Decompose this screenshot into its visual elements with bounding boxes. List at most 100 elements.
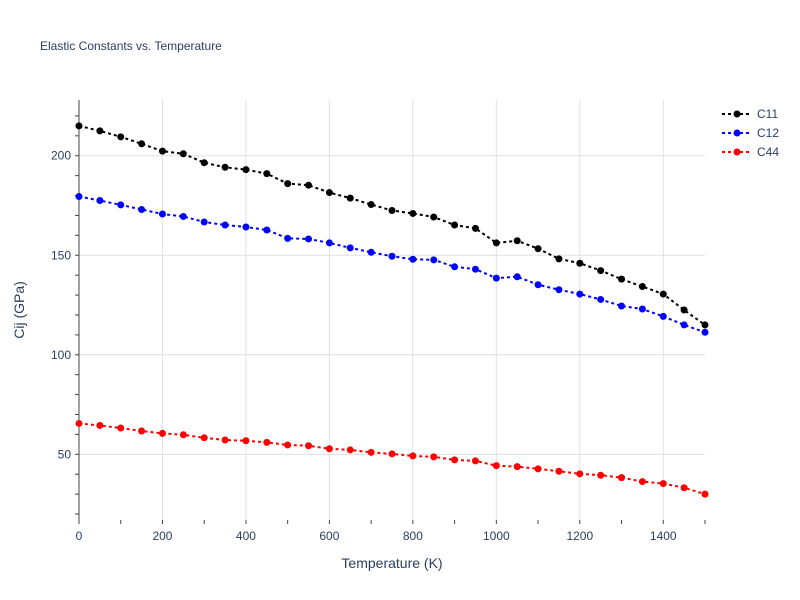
- data-point[interactable]: [138, 427, 146, 435]
- x-tick-labels: 0 200 400 600 800 1000 1200 1400: [76, 520, 706, 543]
- data-point[interactable]: [659, 290, 667, 298]
- data-point[interactable]: [659, 312, 667, 320]
- data-point[interactable]: [325, 445, 333, 453]
- data-point[interactable]: [200, 159, 208, 167]
- legend-item-c44[interactable]: C44: [722, 145, 779, 159]
- data-point[interactable]: [451, 456, 459, 464]
- data-point[interactable]: [96, 127, 104, 135]
- data-point[interactable]: [221, 221, 229, 229]
- data-point[interactable]: [138, 205, 146, 213]
- data-point[interactable]: [597, 471, 605, 479]
- data-point[interactable]: [638, 478, 646, 486]
- data-point[interactable]: [346, 446, 354, 454]
- data-point[interactable]: [367, 248, 375, 256]
- data-point[interactable]: [534, 281, 542, 289]
- data-point[interactable]: [409, 209, 417, 217]
- data-point[interactable]: [325, 239, 333, 247]
- y-axis-title: Cij (GPa): [11, 281, 27, 339]
- data-point[interactable]: [430, 453, 438, 461]
- data-point[interactable]: [117, 133, 125, 141]
- data-point[interactable]: [75, 193, 83, 201]
- data-point[interactable]: [451, 221, 459, 229]
- data-point[interactable]: [618, 474, 626, 482]
- data-point[interactable]: [555, 286, 563, 294]
- data-point[interactable]: [638, 283, 646, 291]
- data-point[interactable]: [96, 421, 104, 429]
- data-point[interactable]: [534, 465, 542, 473]
- data-point[interactable]: [680, 321, 688, 329]
- data-point[interactable]: [513, 237, 521, 245]
- data-point[interactable]: [701, 490, 709, 498]
- data-point[interactable]: [179, 150, 187, 158]
- data-point[interactable]: [701, 328, 709, 336]
- data-point[interactable]: [75, 419, 83, 427]
- data-point[interactable]: [618, 302, 626, 310]
- data-point[interactable]: [680, 306, 688, 314]
- data-point[interactable]: [597, 295, 605, 303]
- legend-item-c11[interactable]: C11: [722, 107, 778, 121]
- data-point[interactable]: [409, 452, 417, 460]
- data-point[interactable]: [659, 480, 667, 488]
- data-point[interactable]: [158, 210, 166, 218]
- legend-item-c12[interactable]: C12: [722, 126, 779, 140]
- data-point[interactable]: [451, 263, 459, 271]
- data-point[interactable]: [200, 434, 208, 442]
- data-point[interactable]: [638, 305, 646, 313]
- data-point[interactable]: [263, 438, 271, 446]
- data-point[interactable]: [284, 180, 292, 188]
- data-point[interactable]: [430, 213, 438, 221]
- data-point[interactable]: [430, 256, 438, 264]
- data-point[interactable]: [388, 206, 396, 214]
- data-point[interactable]: [242, 166, 250, 174]
- data-point[interactable]: [305, 235, 313, 243]
- data-point[interactable]: [680, 484, 688, 492]
- data-point[interactable]: [284, 234, 292, 242]
- data-point[interactable]: [471, 224, 479, 232]
- data-point[interactable]: [346, 194, 354, 202]
- data-point[interactable]: [117, 201, 125, 209]
- data-point[interactable]: [158, 429, 166, 437]
- data-point[interactable]: [242, 223, 250, 231]
- data-point[interactable]: [346, 244, 354, 252]
- data-point[interactable]: [576, 259, 584, 267]
- data-point[interactable]: [534, 245, 542, 253]
- data-point[interactable]: [200, 218, 208, 226]
- data-point[interactable]: [618, 275, 626, 283]
- data-point[interactable]: [492, 462, 500, 470]
- data-point[interactable]: [492, 239, 500, 247]
- data-point[interactable]: [471, 265, 479, 273]
- data-point[interactable]: [471, 457, 479, 465]
- data-point[interactable]: [263, 170, 271, 178]
- data-point[interactable]: [179, 431, 187, 439]
- data-point[interactable]: [388, 252, 396, 260]
- data-point[interactable]: [221, 163, 229, 171]
- data-point[interactable]: [117, 424, 125, 432]
- data-point[interactable]: [179, 212, 187, 220]
- data-point[interactable]: [576, 470, 584, 478]
- data-point[interactable]: [305, 442, 313, 450]
- data-point[interactable]: [367, 201, 375, 209]
- data-point[interactable]: [701, 321, 709, 329]
- data-point[interactable]: [513, 463, 521, 471]
- data-point[interactable]: [284, 441, 292, 449]
- data-point[interactable]: [158, 147, 166, 155]
- data-point[interactable]: [597, 267, 605, 275]
- data-point[interactable]: [263, 226, 271, 234]
- data-point[interactable]: [492, 274, 500, 282]
- data-point[interactable]: [555, 255, 563, 263]
- legend-label: C11: [757, 107, 778, 121]
- data-point[interactable]: [409, 255, 417, 263]
- data-point[interactable]: [138, 140, 146, 148]
- data-point[interactable]: [242, 437, 250, 445]
- data-point[interactable]: [221, 436, 229, 444]
- data-point[interactable]: [305, 181, 313, 189]
- data-point[interactable]: [75, 122, 83, 130]
- data-point[interactable]: [96, 197, 104, 205]
- data-point[interactable]: [555, 467, 563, 475]
- data-point[interactable]: [367, 448, 375, 456]
- data-point[interactable]: [576, 290, 584, 298]
- data-point[interactable]: [388, 450, 396, 458]
- data-point[interactable]: [325, 189, 333, 197]
- legend[interactable]: C11 C12 C44: [722, 107, 779, 159]
- data-point[interactable]: [513, 273, 521, 281]
